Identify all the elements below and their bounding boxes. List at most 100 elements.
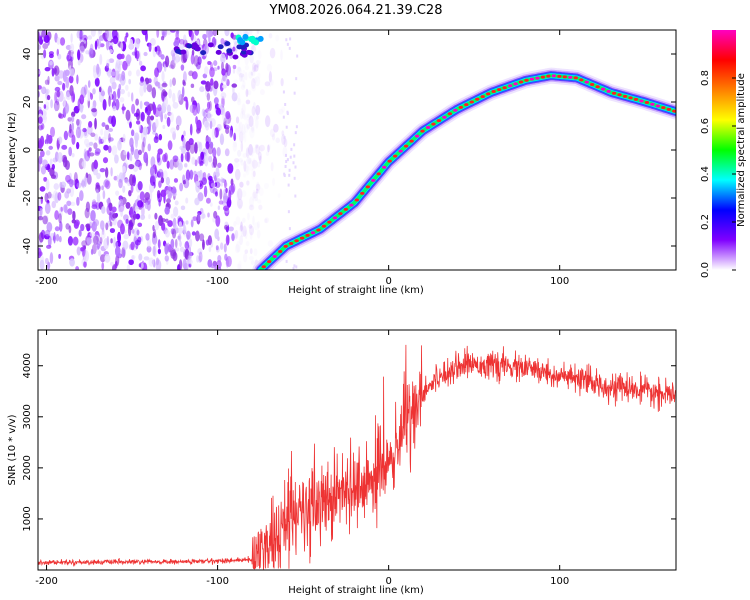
spectrogram-peak xyxy=(480,95,485,99)
spectrogram-noise-cell xyxy=(188,70,194,77)
spectrogram-noise-cell xyxy=(46,244,52,249)
spectrogram-noise-cell xyxy=(47,75,50,86)
spectrogram-noise-cell xyxy=(101,206,106,214)
spectrogram-noise-cell xyxy=(200,211,205,220)
spectrogram-noise-cell xyxy=(129,121,132,129)
spectrogram-peak xyxy=(425,126,431,130)
spectrogram-faint-cell xyxy=(294,131,297,135)
spectrogram-noise-cell xyxy=(275,34,280,42)
spectrogram-noise-cell xyxy=(163,96,168,107)
spectrogram-noise-cell xyxy=(239,225,244,233)
spectrogram-noise-cell xyxy=(115,254,120,267)
spectrogram-noise-cell xyxy=(155,118,159,128)
spectrogram-noise-cell xyxy=(234,127,239,140)
spectrogram-noise-cell xyxy=(217,103,224,109)
spectrogram-noise-cell xyxy=(210,78,214,86)
spectrogram-peak xyxy=(305,233,310,237)
spectrogram-noise-cell xyxy=(264,218,268,224)
spectrogram-noise-cell xyxy=(237,122,241,135)
snr-data xyxy=(38,344,676,570)
spectrogram-noise-cell xyxy=(118,60,123,66)
spectrogram-noise-cell xyxy=(179,246,185,253)
spectrogram-noise-cell xyxy=(264,81,271,87)
spectrogram-peak xyxy=(589,82,595,86)
spectrogram-noise-cell xyxy=(249,248,253,255)
spectrogram-peak xyxy=(546,74,551,78)
spectrogram-noise-cell xyxy=(120,41,124,51)
spectrogram-peak xyxy=(447,112,453,116)
spectrogram-noise-cell xyxy=(167,140,173,151)
spectrogram-noise-cell xyxy=(69,43,75,53)
spectrogram-xlabel: Height of straight line (km) xyxy=(288,285,424,296)
spectrogram-peak xyxy=(622,94,628,98)
spectrogram-noise-cell xyxy=(164,206,170,215)
spectrogram-noise-cell xyxy=(58,70,65,79)
spectrogram-peak xyxy=(272,255,277,259)
spectrogram-noise-cell xyxy=(119,198,124,207)
spectrogram-noise-cell xyxy=(176,159,182,168)
spectrogram-noise-cell xyxy=(81,161,87,168)
spectrogram-noise-cell xyxy=(46,133,49,144)
spectrogram-peak xyxy=(573,76,578,80)
spectrogram-noise-cell xyxy=(105,180,111,190)
spectrogram-noise-cell xyxy=(178,43,185,50)
spectrogram-noise-cell xyxy=(256,59,262,65)
spectrogram-noise-cell xyxy=(173,40,180,47)
spectrogram-noise-cell xyxy=(272,177,276,186)
spectrogram-noise-cell xyxy=(125,109,131,121)
spectrogram-noise-cell xyxy=(172,155,179,163)
spectrogram-noise-cell xyxy=(225,126,230,135)
spectrogram-noise-cell xyxy=(224,30,230,37)
spectrogram-noise-cell xyxy=(240,30,245,36)
spectrogram-noise-cell xyxy=(62,156,68,168)
spectrogram-noise-cell xyxy=(225,111,231,120)
spectrogram-noise-cell xyxy=(234,229,239,239)
spectrogram-noise-cell xyxy=(201,177,208,185)
spectrogram-noise-cell xyxy=(240,159,244,166)
spectrogram-noise-cell xyxy=(245,165,250,176)
spectrogram-noise-cell xyxy=(180,52,187,64)
spectrogram-noise-cell xyxy=(221,61,224,71)
spectrogram-noise-cell xyxy=(59,181,63,189)
spectrogram-noise-cell xyxy=(128,163,135,170)
spectrogram-noise-cell xyxy=(267,144,270,153)
spectrogram-noise-cell xyxy=(137,200,144,208)
spectrogram-noise-cell xyxy=(87,174,92,184)
spectrogram-noise-cell xyxy=(72,236,79,246)
spectrogram-noise-cell xyxy=(168,88,172,99)
spectrogram-faint-cell xyxy=(284,102,287,106)
spectrogram-noise-cell xyxy=(123,150,127,156)
spectrogram-noise-cell xyxy=(81,114,87,120)
spectrogram-noise-cell xyxy=(152,164,157,170)
spectrogram-noise-cell xyxy=(117,73,123,82)
spectrogram-noise-cell xyxy=(185,220,189,225)
spectrogram-peak xyxy=(661,106,666,110)
spectrogram-noise-cell xyxy=(141,141,145,154)
spectrogram-noise-cell xyxy=(137,180,143,191)
spectrogram-noise-cell xyxy=(76,118,80,126)
spectrogram-noise-cell xyxy=(248,224,253,229)
spectrogram-noise-cell xyxy=(39,207,43,217)
spectrogram-noise-cell xyxy=(161,82,168,88)
spectrogram-artifact xyxy=(207,42,214,48)
spectrogram-noise-cell xyxy=(67,235,74,246)
spectrogram-noise-cell xyxy=(213,60,218,67)
spectrogram-noise-cell xyxy=(238,204,242,210)
spectrogram-noise-cell xyxy=(239,181,244,188)
spectrogram-artifact xyxy=(240,44,247,50)
spectrogram-noise-cell xyxy=(186,230,191,240)
spectrogram-noise-cell xyxy=(140,111,145,122)
snr-ticks: -200 -100 0 100 1000 2000 3000 4000 xyxy=(22,330,676,587)
spectrogram-noise-cell xyxy=(71,152,75,158)
spectrogram-peak xyxy=(666,107,672,111)
spectrogram-noise-cell xyxy=(243,113,247,121)
spectrogram-noise-cell xyxy=(141,262,144,269)
spectrogram-noise-cell xyxy=(118,138,122,145)
colorbar-label: Normalized spectral amplitude xyxy=(736,73,747,227)
spectrogram-peak xyxy=(321,224,327,228)
spectrogram-noise-cell xyxy=(238,130,245,142)
spectrogram-noise-cell xyxy=(240,230,247,238)
spectrogram-peak xyxy=(381,165,387,169)
spectrogram-noise-cell xyxy=(256,63,259,68)
spectrogram-noise-cell xyxy=(268,71,273,83)
